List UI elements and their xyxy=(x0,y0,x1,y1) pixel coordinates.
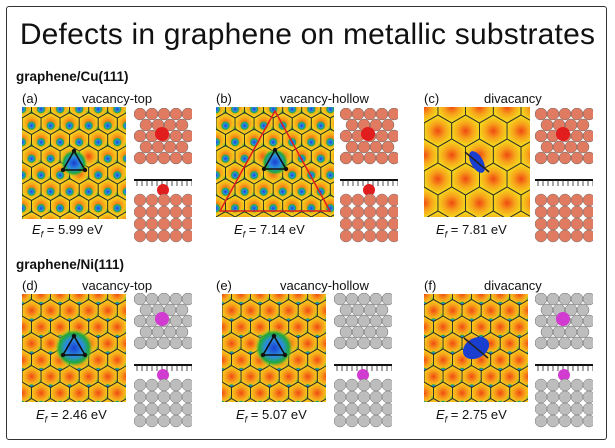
defect-region xyxy=(254,328,294,368)
panel-f-title: divacancy xyxy=(484,278,542,293)
defect-atom-side xyxy=(363,184,375,196)
top-view xyxy=(334,293,392,350)
panel-f-formation-energy: Ef = 2.75 eV xyxy=(436,407,507,425)
density-blobs xyxy=(22,107,126,219)
side-view xyxy=(535,364,593,428)
graphene-lattice xyxy=(22,294,126,402)
defect-atom xyxy=(361,127,375,141)
defect-region xyxy=(261,147,289,176)
panel-d-structure-views xyxy=(134,293,192,428)
defect-region xyxy=(54,328,94,368)
panel-d-letter: (d) xyxy=(22,278,38,293)
graphene-lattice xyxy=(22,107,126,219)
panel-b-letter: (b) xyxy=(216,91,232,106)
hollow-site-triangle xyxy=(218,109,332,212)
defect-atom xyxy=(556,312,570,326)
panel-c-formation-energy: Ef = 7.81 eV xyxy=(436,222,507,240)
graphene-lattice xyxy=(424,294,528,402)
panel-a-letter: (a) xyxy=(22,91,38,106)
defect-atom-side xyxy=(157,369,169,381)
panel-e-formation-energy: Ef = 5.07 eV xyxy=(236,407,307,425)
defect-region xyxy=(60,148,88,177)
top-view xyxy=(134,293,192,350)
defect-atom xyxy=(155,312,169,326)
defect-region xyxy=(464,151,490,173)
panel-b-title: vacancy-hollow xyxy=(280,91,369,106)
panel-f-structure-views xyxy=(535,293,593,428)
defect-atom-side xyxy=(558,369,570,381)
section-label-ni: graphene/Ni(111) xyxy=(16,257,125,272)
defect-atom-side xyxy=(157,184,169,196)
defect-atom xyxy=(155,127,169,141)
side-view xyxy=(134,364,192,428)
panel-d-density-map xyxy=(22,294,126,402)
side-view xyxy=(535,179,593,243)
top-view xyxy=(134,108,192,165)
top-view xyxy=(535,293,593,350)
panel-d-title: vacancy-top xyxy=(82,278,153,293)
slide-frame xyxy=(6,6,607,440)
panel-c-structure-views xyxy=(535,108,593,243)
panel-a-structure-views xyxy=(134,108,192,243)
panel-c-title: divacancy xyxy=(484,91,542,106)
top-view xyxy=(535,108,593,165)
panel-e-title: vacancy-hollow xyxy=(280,278,369,293)
graphene-lattice xyxy=(424,107,530,217)
defect-region xyxy=(462,336,490,360)
panel-a-title: vacancy-top xyxy=(82,91,153,106)
section-label-cu: graphene/Cu(111) xyxy=(16,69,129,84)
panel-b-structure-views xyxy=(340,108,398,243)
panel-e-letter: (e) xyxy=(216,278,232,293)
side-view xyxy=(340,179,398,243)
defect-atom-side xyxy=(357,369,369,381)
slide-title: Defects in graphene on metallic substrat… xyxy=(19,18,596,51)
panel-a-density-map xyxy=(22,107,126,219)
panel-c-density-map xyxy=(424,107,530,217)
panel-a-formation-energy: Ef = 5.99 eV xyxy=(32,222,103,240)
panel-c-letter: (c) xyxy=(424,91,440,106)
panel-b-density-map xyxy=(216,107,334,217)
panel-d-formation-energy: Ef = 2.46 eV xyxy=(36,407,107,425)
panel-e-structure-views xyxy=(334,293,392,428)
panel-b-formation-energy: Ef = 7.14 eV xyxy=(234,222,305,240)
panel-f-density-map xyxy=(424,294,528,402)
top-view xyxy=(340,108,398,165)
panel-e-density-map xyxy=(222,294,326,402)
side-view xyxy=(334,364,392,428)
panel-f-letter: (f) xyxy=(424,278,437,293)
defect-atom xyxy=(556,127,570,141)
side-view xyxy=(134,179,192,243)
